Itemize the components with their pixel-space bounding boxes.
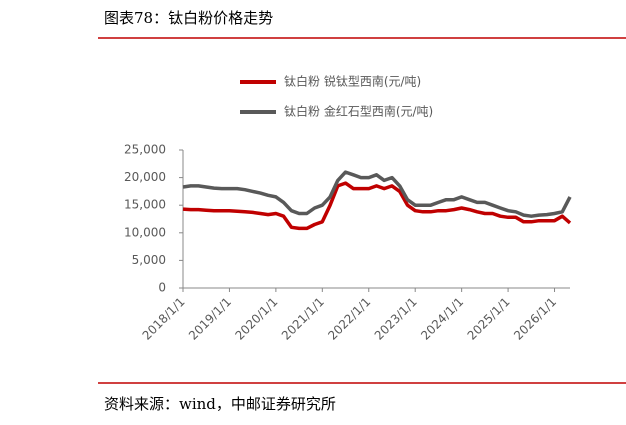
source: 资料来源：wind，中邮证券研究所: [104, 395, 336, 413]
x-tick-label: 2019/1/1: [186, 295, 234, 343]
legend-label: 钛白粉 金红石型西南(元/吨): [284, 104, 433, 119]
x-tick-label: 2022/1/1: [325, 295, 373, 343]
x-tick-label: 2023/1/1: [372, 295, 420, 343]
y-tick-label: 15,000: [124, 198, 166, 212]
x-tick-label: 2021/1/1: [279, 295, 327, 343]
y-tick-label: 20,000: [124, 170, 166, 184]
chart-title: 图表78：钛白粉价格走势: [104, 9, 273, 27]
y-tick-label: 25,000: [124, 143, 166, 157]
x-tick-label: 2020/1/1: [232, 295, 280, 343]
series-line: [182, 170, 572, 218]
x-tick-label: 2026/1/1: [511, 295, 559, 343]
legend-label: 钛白粉 锐钛型西南(元/吨): [284, 74, 421, 89]
x-tick-label: 2024/1/1: [418, 295, 466, 343]
series-line: [182, 181, 572, 231]
x-tick-label: 2018/1/1: [140, 295, 188, 343]
y-tick-label: 0: [158, 281, 166, 295]
y-tick-label: 5,000: [132, 253, 166, 267]
y-tick-label: 10,000: [124, 225, 166, 239]
x-tick-label: 2025/1/1: [465, 295, 513, 343]
